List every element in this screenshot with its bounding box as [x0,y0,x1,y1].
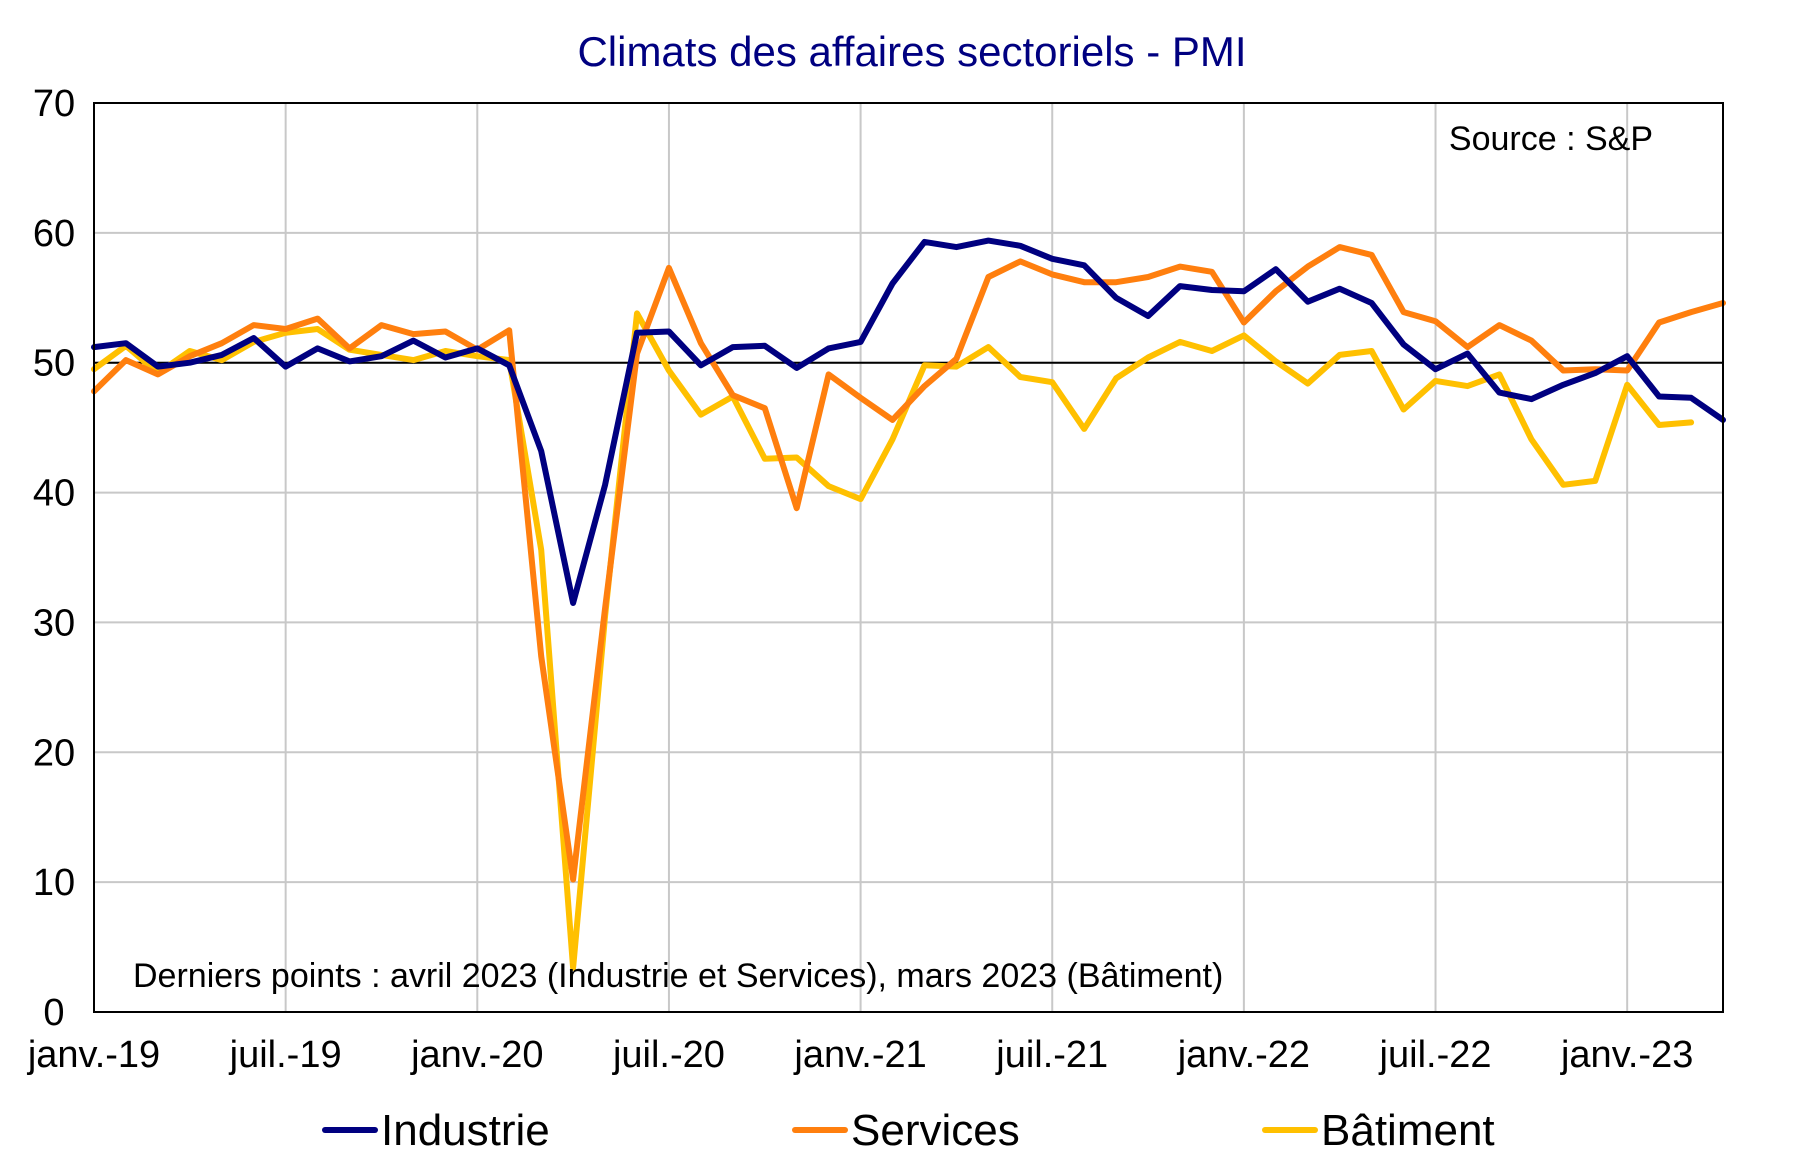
x-axis: janv.-19 juil.-19 janv.-20 juil.-20 janv.-21… [27,1034,1694,1076]
legend-label: Industrie [381,1106,550,1155]
y-tick-label: 50 [33,343,75,385]
x-tick-label: janv.-23 [1560,1034,1693,1076]
chart-series-lines [91,237,1726,971]
plot-frame [93,102,1724,1013]
series-line-2 [91,244,1726,883]
chart-title: Climats des affaires sectoriels - PMI [577,28,1246,75]
y-tick-label: 30 [33,602,75,644]
legend-label: Bâtiment [1321,1106,1495,1155]
series-line-3 [91,310,1695,971]
chart-gridlines [94,102,1723,1013]
y-axis: 0 10 20 30 40 50 60 70 [33,83,75,1034]
x-tick-label: janv.-19 [27,1034,160,1076]
y-tick-label: 10 [33,862,75,904]
x-tick-label: juil.-22 [1379,1034,1492,1076]
x-tick-label: juil.-21 [995,1034,1108,1076]
y-tick-label: 20 [33,732,75,774]
y-tick-label: 60 [33,213,75,255]
y-tick-label: 0 [43,992,64,1034]
footnote: Derniers points : avril 2023 (Industrie … [133,957,1223,995]
y-tick-label: 70 [33,83,75,125]
y-tick-label: 40 [33,473,75,515]
x-tick-label: janv.-22 [1177,1034,1310,1076]
x-tick-label: juil.-19 [229,1034,342,1076]
legend-label: Services [851,1106,1020,1155]
chart-legend: Industrie Services Bâtiment [322,1106,1495,1155]
x-tick-label: janv.-21 [793,1034,926,1076]
x-tick-label: juil.-20 [612,1034,725,1076]
x-tick-label: janv.-20 [410,1034,543,1076]
series-line-1 [91,237,1726,606]
source-note: Source : S&P [1449,120,1653,158]
